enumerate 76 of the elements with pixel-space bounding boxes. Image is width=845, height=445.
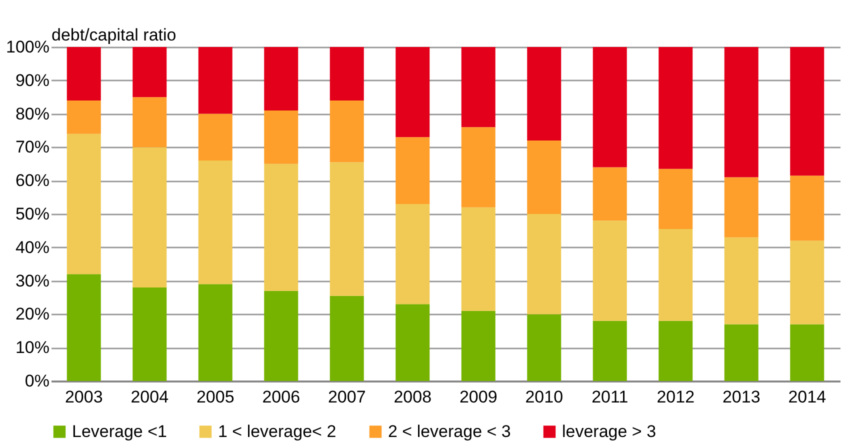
bar [396, 204, 430, 304]
bar [658, 168, 693, 230]
bar [132, 47, 167, 98]
bar [396, 47, 430, 138]
x-tick-label: 2013 [722, 388, 760, 406]
bar [724, 177, 758, 238]
bar [198, 284, 232, 381]
bar [461, 310, 496, 381]
bar [658, 320, 693, 381]
bar [658, 47, 693, 169]
x-tick-label: 2008 [394, 388, 432, 406]
bar [330, 296, 364, 381]
bar [527, 314, 562, 381]
x-tick-label: 2007 [328, 388, 366, 406]
bar [724, 237, 758, 324]
bar [396, 137, 430, 204]
y-tick-label: 100% [6, 38, 50, 56]
bar [592, 47, 627, 168]
bar [724, 324, 758, 381]
y-tick-label: 40% [15, 238, 50, 257]
x-tick-label: 2014 [788, 388, 826, 406]
bar [592, 167, 627, 221]
y-tick-label: 80% [15, 104, 50, 124]
y-tick-label: 20% [15, 304, 50, 324]
bar [592, 320, 627, 381]
bar [724, 47, 758, 178]
bar [790, 324, 824, 381]
bar [198, 160, 232, 284]
bar [330, 100, 364, 162]
x-tick-label: 2010 [525, 388, 564, 406]
bar [790, 240, 824, 324]
bar [527, 47, 562, 141]
bar [461, 207, 496, 311]
bar [790, 47, 824, 176]
bar [132, 97, 167, 148]
legend-label: Leverage <1 [72, 422, 167, 441]
bar [658, 229, 693, 321]
bar [461, 127, 496, 208]
bar [461, 47, 496, 128]
x-tick-label: 2011 [592, 388, 628, 406]
bar [66, 274, 101, 381]
x-tick-label: 2012 [656, 388, 695, 406]
x-tick-label: 2009 [459, 388, 498, 406]
y-tick-label: 0% [24, 372, 50, 390]
bar [198, 47, 232, 114]
bar [264, 164, 298, 291]
bar [330, 162, 364, 296]
bar [132, 147, 167, 288]
y-tick-label: 50% [15, 204, 50, 224]
y-tick-label: 30% [15, 271, 50, 290]
x-tick-label: 2003 [64, 388, 103, 406]
bar [66, 47, 101, 100]
y-tick-label: 10% [15, 338, 50, 358]
y-tick-label: 90% [15, 70, 50, 90]
x-tick-label: 2004 [130, 388, 169, 406]
bar [330, 47, 364, 100]
bar [527, 214, 562, 314]
bar [198, 114, 232, 161]
y-tick-label: 70% [15, 138, 50, 157]
x-tick-label: 2006 [262, 388, 300, 406]
y-axis-title: debt/capital ratio [52, 26, 176, 44]
bar [396, 304, 430, 381]
y-tick-label: 60% [15, 171, 50, 190]
bar [132, 287, 167, 381]
bar [264, 47, 298, 110]
bar [66, 134, 101, 274]
bar [790, 176, 824, 241]
bar [527, 140, 562, 214]
bar [592, 220, 627, 321]
legend-label: 2 < leverage < 3 [388, 422, 511, 441]
legend-label: 1 < leverage< 2 [218, 422, 336, 441]
bar [264, 290, 298, 381]
x-tick-label: 2005 [196, 388, 234, 406]
bar [264, 110, 298, 164]
legend-label: leverage > 3 [562, 422, 656, 441]
bar [66, 100, 101, 134]
